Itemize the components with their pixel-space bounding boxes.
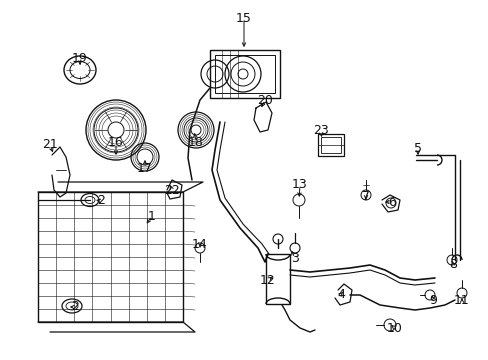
Text: 19: 19: [72, 51, 88, 64]
Text: 6: 6: [387, 195, 395, 208]
Text: 2: 2: [71, 301, 79, 314]
Text: 17: 17: [137, 162, 153, 175]
Text: 14: 14: [192, 238, 207, 251]
Text: 21: 21: [42, 139, 58, 152]
Text: 4: 4: [336, 288, 344, 301]
Bar: [38, 192, 183, 322]
Text: 22: 22: [164, 184, 180, 197]
Bar: [215, 55, 274, 93]
Text: 5: 5: [413, 141, 421, 154]
Text: 9: 9: [428, 293, 436, 306]
Text: 11: 11: [453, 293, 469, 306]
Bar: [317, 134, 343, 156]
Text: 18: 18: [188, 135, 203, 148]
Text: 13: 13: [291, 179, 307, 192]
Text: 16: 16: [108, 136, 123, 149]
Text: 1: 1: [148, 210, 156, 222]
Text: 23: 23: [312, 125, 328, 138]
Bar: [265, 254, 289, 304]
Text: 10: 10: [386, 321, 402, 334]
Text: 12: 12: [260, 274, 275, 287]
Text: 15: 15: [236, 12, 251, 24]
Text: 3: 3: [290, 252, 298, 265]
Bar: [209, 50, 280, 98]
Bar: [320, 137, 340, 153]
Text: 20: 20: [257, 94, 272, 107]
Text: 8: 8: [448, 258, 456, 271]
Text: 7: 7: [361, 189, 369, 202]
Text: 2: 2: [97, 194, 105, 207]
